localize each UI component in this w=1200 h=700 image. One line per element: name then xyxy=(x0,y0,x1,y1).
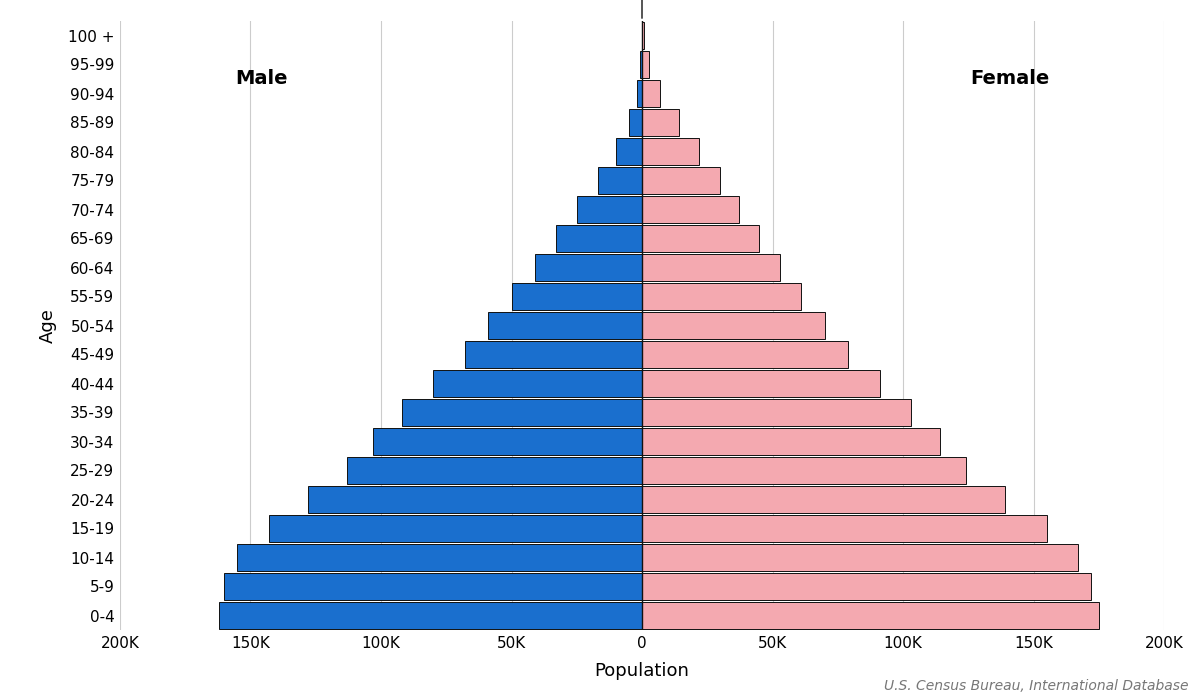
Bar xyxy=(488,312,642,339)
Bar xyxy=(535,254,642,281)
Bar xyxy=(433,370,642,397)
Bar xyxy=(642,486,1004,513)
Bar xyxy=(577,196,642,223)
Text: Female: Female xyxy=(970,69,1049,88)
Bar xyxy=(642,109,678,136)
Bar xyxy=(511,284,642,310)
Bar xyxy=(238,544,642,570)
Bar xyxy=(640,51,642,78)
Y-axis label: Age: Age xyxy=(38,308,56,343)
Text: U.S. Census Bureau, International Database: U.S. Census Bureau, International Databa… xyxy=(883,679,1188,693)
Bar xyxy=(556,225,642,252)
Bar xyxy=(642,196,738,223)
Bar xyxy=(642,515,1046,542)
Bar xyxy=(224,573,642,600)
Bar xyxy=(642,51,648,78)
Bar xyxy=(642,167,720,194)
Bar xyxy=(642,80,660,107)
Bar xyxy=(464,341,642,368)
Bar xyxy=(642,428,940,455)
Bar xyxy=(642,573,1091,600)
Bar xyxy=(642,399,911,426)
Text: Male: Male xyxy=(235,69,287,88)
Bar xyxy=(642,602,1099,629)
Bar xyxy=(642,22,644,49)
Bar xyxy=(269,515,642,542)
Bar xyxy=(642,370,880,397)
Bar xyxy=(629,109,642,136)
Bar xyxy=(642,138,700,164)
Bar xyxy=(373,428,642,455)
Bar xyxy=(642,254,780,281)
Bar xyxy=(642,341,848,368)
Bar xyxy=(308,486,642,513)
Bar xyxy=(637,80,642,107)
Bar xyxy=(642,225,760,252)
Bar xyxy=(220,602,642,629)
Bar xyxy=(642,457,966,484)
Bar xyxy=(642,544,1078,570)
Bar xyxy=(402,399,642,426)
Bar xyxy=(642,312,824,339)
Bar xyxy=(598,167,642,194)
Bar xyxy=(642,284,802,310)
X-axis label: Population: Population xyxy=(594,662,690,680)
Bar xyxy=(616,138,642,164)
Bar xyxy=(347,457,642,484)
